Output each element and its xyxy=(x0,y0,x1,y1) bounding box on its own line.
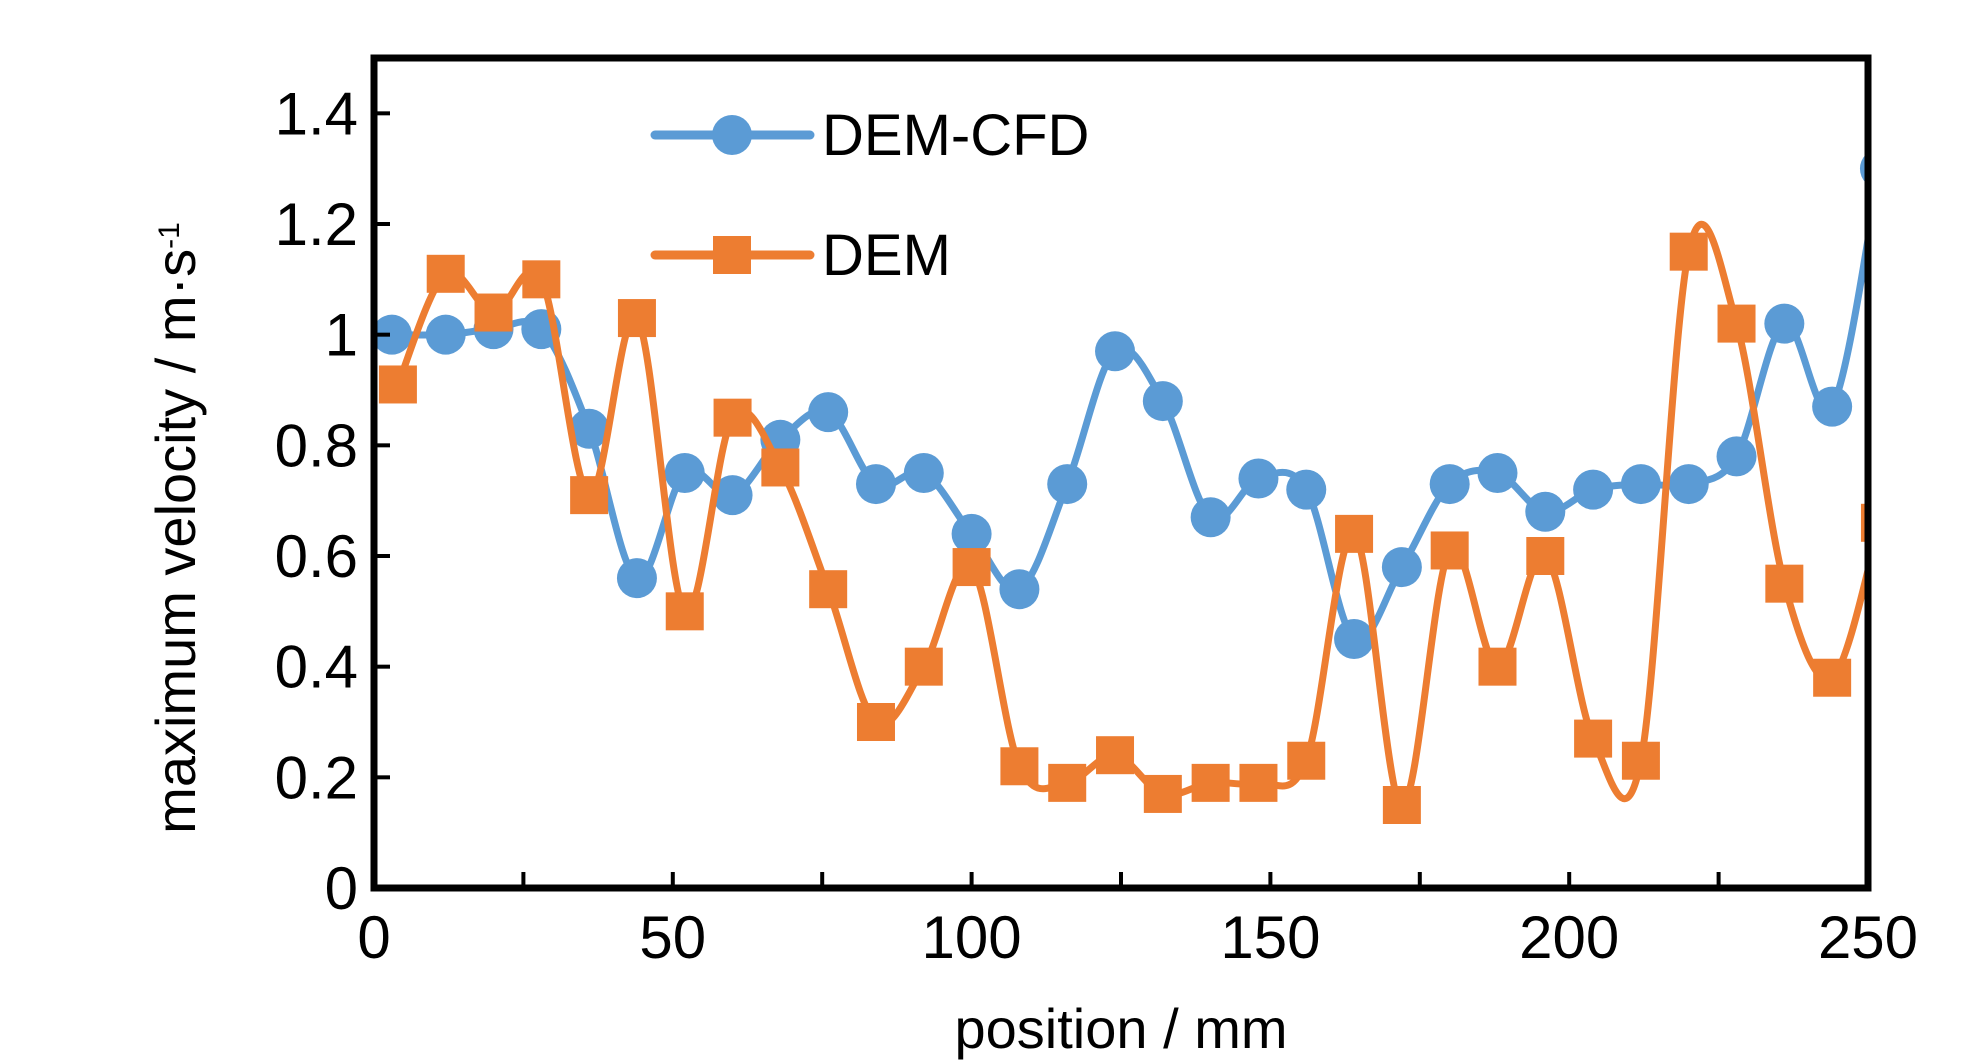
data-point xyxy=(1669,232,1708,271)
y-axis-title: maximum velocity / m·s-1 xyxy=(144,222,207,834)
data-point xyxy=(425,314,466,355)
x-tick-label: 250 xyxy=(1818,904,1918,971)
data-point xyxy=(1381,547,1422,588)
data-point xyxy=(1238,458,1279,499)
data-point xyxy=(522,260,561,299)
x-tick-label: 0 xyxy=(357,904,390,971)
data-point xyxy=(569,408,610,449)
x-tick-label: 50 xyxy=(639,904,706,971)
y-axis-title-main: maximum velocity / m·s xyxy=(144,249,207,834)
y-tick-label: 0.8 xyxy=(275,412,358,479)
x-tick-label: 150 xyxy=(1220,904,1320,971)
data-point xyxy=(904,647,943,686)
legend-item-dem-cfd: DEM-CFD xyxy=(650,103,1089,168)
data-point xyxy=(952,548,991,587)
legend-label: DEM xyxy=(822,223,951,288)
series-line-dem xyxy=(394,220,1868,809)
data-point xyxy=(1764,303,1805,344)
data-point xyxy=(1190,497,1231,538)
legend-marker xyxy=(712,115,752,155)
data-point xyxy=(374,314,412,355)
data-point xyxy=(1000,747,1039,786)
data-point xyxy=(1096,736,1135,775)
y-tick-label: 1.4 xyxy=(275,80,358,147)
data-point xyxy=(951,513,992,554)
data-point xyxy=(1668,464,1709,505)
data-point xyxy=(617,299,656,338)
y-tick-label: 0.6 xyxy=(275,523,358,590)
data-point xyxy=(1287,741,1326,780)
series-layer xyxy=(374,152,1868,824)
data-point xyxy=(1717,304,1756,343)
series-dem xyxy=(378,220,1868,824)
data-point xyxy=(1812,386,1853,427)
data-point xyxy=(1286,469,1327,510)
data-point xyxy=(1430,531,1469,570)
y-tick-label: 1.2 xyxy=(275,191,358,258)
data-point xyxy=(1095,331,1136,372)
data-point xyxy=(570,476,609,515)
data-point xyxy=(1478,647,1517,686)
data-point xyxy=(1526,537,1565,575)
y-tick-label: 0.4 xyxy=(275,634,358,701)
data-point xyxy=(808,392,849,433)
data-point xyxy=(664,453,705,493)
y-axis-title-superscript: -1 xyxy=(153,222,186,249)
legend-marker xyxy=(713,236,751,274)
data-point xyxy=(474,293,513,332)
data-point xyxy=(426,254,465,293)
data-point xyxy=(1477,453,1518,493)
data-point xyxy=(761,448,800,487)
data-point xyxy=(1335,514,1374,553)
data-point xyxy=(1047,464,1088,505)
data-point xyxy=(1574,719,1613,758)
tick-layer: 0 50 100 150 200 250 0 0.2 0.4 0.6 0.8 1 1.2 1.4 xyxy=(275,80,1918,971)
legend: DEM-CFD DEM xyxy=(650,103,1089,288)
data-point xyxy=(1239,763,1278,802)
data-point xyxy=(1048,763,1087,802)
x-tick-label: 200 xyxy=(1519,904,1619,971)
x-axis-title: position / mm xyxy=(955,997,1288,1060)
legend-item-dem: DEM xyxy=(650,223,951,288)
data-point xyxy=(1142,381,1183,422)
data-point xyxy=(999,569,1040,610)
data-point xyxy=(856,703,895,741)
data-point xyxy=(1765,564,1804,603)
data-point xyxy=(616,558,657,599)
data-point xyxy=(1573,469,1614,510)
data-point xyxy=(1191,763,1230,802)
data-point xyxy=(1429,464,1470,505)
data-point xyxy=(1621,741,1660,780)
data-point xyxy=(809,570,848,609)
data-point xyxy=(1813,658,1852,697)
data-point xyxy=(1143,774,1182,813)
data-point xyxy=(1620,464,1661,505)
data-point xyxy=(903,453,944,493)
data-point xyxy=(1860,503,1868,542)
data-point xyxy=(1334,619,1375,659)
data-point xyxy=(855,464,896,505)
y-tick-label: 0.2 xyxy=(275,744,358,811)
x-tick-label: 100 xyxy=(922,904,1022,971)
data-point xyxy=(1716,436,1757,477)
y-tick-label: 1 xyxy=(325,302,358,369)
y-tick-label: 0 xyxy=(325,855,358,922)
data-point xyxy=(1382,786,1421,824)
data-point xyxy=(712,475,753,516)
legend-label: DEM-CFD xyxy=(822,103,1089,168)
data-point xyxy=(1525,491,1566,532)
data-point xyxy=(378,365,417,404)
data-point xyxy=(713,398,752,437)
data-point xyxy=(665,592,704,631)
